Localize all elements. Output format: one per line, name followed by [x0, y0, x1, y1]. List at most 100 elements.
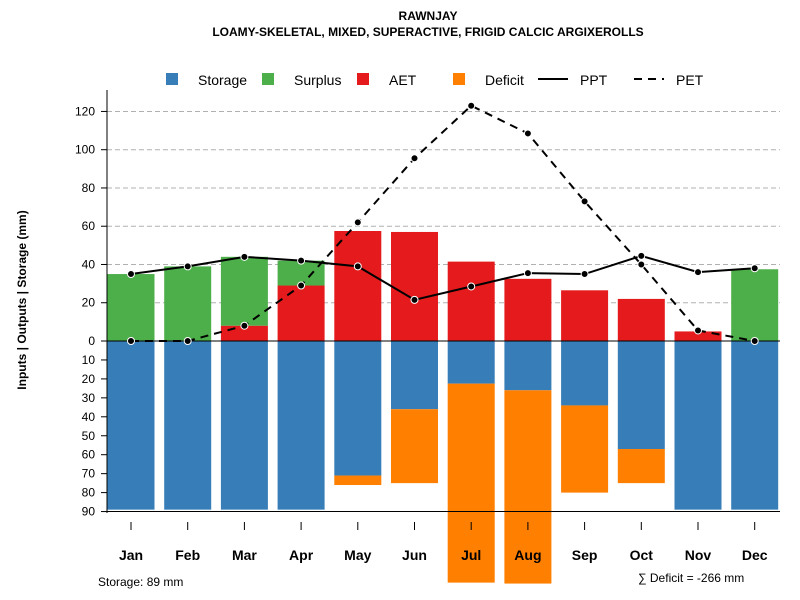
legend-swatch-deficit: [453, 73, 465, 85]
x-tick-label: May: [344, 547, 371, 563]
legend-label-pet: PET: [676, 72, 704, 88]
legend-swatch-storage: [166, 73, 178, 85]
aet-bar: [391, 231, 438, 341]
ppt-point: [183, 262, 192, 271]
storage-bar: [220, 341, 268, 510]
legend: Storage Surplus AET Deficit PPT PET: [166, 72, 704, 88]
y-tick-label: 20: [82, 296, 96, 310]
aet-bar: [617, 298, 665, 341]
aet-bar: [561, 290, 609, 341]
deficit-bar: [617, 449, 665, 484]
legend-label-aet: AET: [389, 72, 417, 88]
storage-bar: [617, 341, 665, 450]
pet-point: [183, 337, 192, 345]
y-tick-label: 80: [82, 181, 96, 195]
aet-bar: [277, 285, 325, 341]
deficit-bar: [391, 409, 438, 484]
storage-bar: [391, 341, 438, 410]
y-tick-label: 60: [82, 219, 96, 233]
ppt-line: [130, 254, 755, 301]
ppt-point: [694, 268, 702, 277]
x-tick-label: Feb: [175, 547, 200, 563]
x-tick-label: Jul: [461, 547, 481, 563]
axes-group: 0 20 40 60 80 100 120 10 20 30 40 50 60 70 80 90 Jan Feb M…: [75, 90, 780, 563]
y-tick-label: 20: [82, 372, 96, 386]
deficit-bar: [334, 475, 382, 486]
grid-lines: [107, 110, 780, 304]
pet-point: [580, 197, 589, 206]
y-tick-label: 90: [82, 505, 96, 519]
bars-group: [107, 231, 779, 584]
pet-point: [750, 337, 759, 345]
storage-note: Storage: 89 mm: [98, 575, 183, 589]
chart-title: RAWNJAY: [399, 9, 458, 23]
y-tick-label: 0: [88, 334, 95, 348]
x-tick-label: Apr: [289, 547, 314, 563]
y-tick-label: 60: [82, 448, 96, 462]
ppt-point: [523, 269, 532, 278]
ppt-point: [750, 264, 759, 273]
y-tick-label: 10: [82, 353, 96, 367]
storage-bar: [504, 341, 552, 391]
x-tick-label: Dec: [742, 547, 768, 563]
x-tick-label: Sep: [572, 547, 598, 563]
y-tick-label: 30: [82, 391, 96, 405]
surplus-bar: [277, 260, 325, 286]
deficit-bar: [447, 383, 495, 583]
chart-subtitle: LOAMY-SKELETAL, MIXED, SUPERACTIVE, FRIG…: [212, 25, 643, 39]
deficit-bar: [504, 390, 552, 584]
legend-label-surplus: Surplus: [294, 72, 341, 88]
legend-swatch-aet: [357, 73, 369, 85]
storage-bar: [277, 341, 325, 510]
storage-bar: [447, 341, 495, 384]
storage-bar: [731, 341, 779, 510]
surplus-bar: [731, 269, 779, 341]
x-tick-label: Mar: [232, 547, 257, 563]
ppt-point: [353, 262, 362, 271]
surplus-bar: [164, 266, 212, 341]
legend-swatch-surplus: [262, 73, 274, 85]
storage-bar: [561, 341, 609, 406]
pet-point: [240, 321, 249, 330]
aet-bar: [504, 278, 552, 341]
surplus-bar: [107, 274, 155, 341]
storage-bar: [674, 341, 722, 510]
x-tick-label: Jun: [402, 547, 427, 563]
ppt-point: [580, 270, 589, 279]
pet-point: [127, 337, 135, 345]
pet-point: [694, 326, 702, 335]
ppt-point: [297, 256, 306, 265]
y-tick-label: 40: [82, 410, 96, 424]
pet-point: [353, 218, 362, 227]
x-tick-label: Oct: [630, 547, 654, 563]
legend-label-ppt: PPT: [580, 72, 608, 88]
legend-label-deficit: Deficit: [485, 72, 524, 88]
pet-point: [410, 154, 419, 163]
ppt-point: [637, 251, 646, 260]
y-tick-label: 120: [75, 104, 95, 118]
storage-bar: [107, 341, 155, 510]
x-tick-label: Jan: [119, 547, 143, 563]
storage-bar: [164, 341, 212, 510]
pet-line: [131, 104, 755, 342]
aet-bar: [447, 261, 495, 341]
pet-point: [637, 260, 646, 269]
deficit-bar: [561, 405, 609, 493]
y-tick-label: 80: [82, 486, 96, 500]
storage-bar: [334, 341, 382, 476]
y-tick-label: 70: [82, 467, 96, 481]
lines-group: [127, 101, 759, 345]
deficit-note: ∑ Deficit = -266 mm: [638, 571, 744, 585]
ppt-point: [127, 270, 135, 279]
surplus-bar: [220, 256, 268, 326]
y-tick-label: 50: [82, 429, 96, 443]
aet-bar: [674, 331, 722, 341]
legend-label-storage: Storage: [198, 72, 247, 88]
aet-bar: [334, 231, 382, 341]
ppt-point: [467, 282, 476, 291]
ppt-point: [410, 295, 419, 304]
pet-point: [467, 101, 476, 110]
ppt-point: [240, 252, 249, 261]
x-tick-label: Aug: [514, 547, 541, 563]
